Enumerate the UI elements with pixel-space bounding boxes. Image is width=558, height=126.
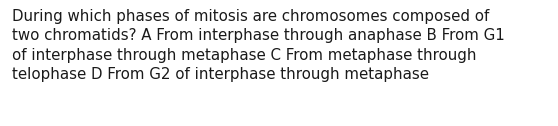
Text: During which phases of mitosis are chromosomes composed of
two chromatids? A Fro: During which phases of mitosis are chrom… bbox=[12, 9, 505, 83]
